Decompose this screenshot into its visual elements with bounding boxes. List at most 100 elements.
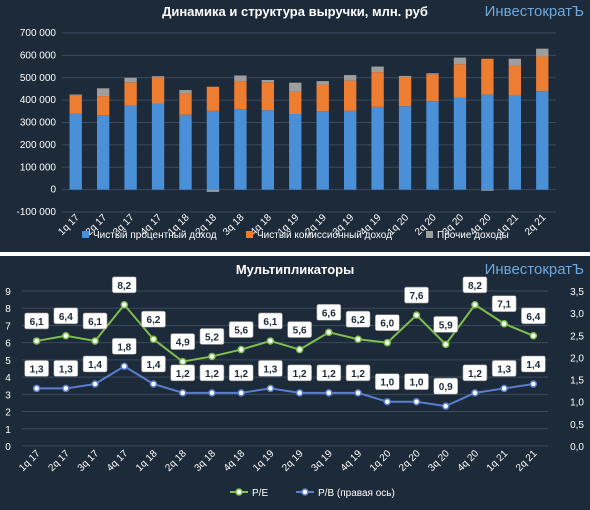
data-label: 6,2 <box>351 315 365 326</box>
data-label: 1,2 <box>205 369 219 380</box>
y-tick-label: 400 000 <box>20 95 57 106</box>
bar-segment <box>69 95 82 114</box>
data-label-box <box>228 321 254 338</box>
data-label-box <box>258 360 283 377</box>
data-label: 1,2 <box>176 369 190 380</box>
data-label: 1,2 <box>351 369 365 380</box>
y-left-tick-label: 2 <box>5 408 11 419</box>
data-label-box <box>316 304 342 321</box>
data-point <box>412 311 421 319</box>
revenue-chart: Динамика и структура выручки, млн. руб И… <box>17 3 585 241</box>
data-label: 1,2 <box>293 369 307 380</box>
data-point <box>529 380 538 388</box>
data-label-box <box>228 364 254 382</box>
data-point <box>91 380 99 388</box>
multiples-chart-title: Мультипликаторы <box>236 262 354 277</box>
bar-segment <box>261 82 275 111</box>
data-label-box <box>53 307 79 325</box>
bar-segment <box>234 109 247 190</box>
data-label-box <box>404 373 429 391</box>
y-left-tick-label: 9 <box>5 287 11 298</box>
brand-logo-bottom: ИнвестократЪ <box>485 261 585 278</box>
data-point <box>237 389 245 397</box>
data-point <box>441 402 450 410</box>
x-tick-label: 2q 19 <box>280 448 306 474</box>
data-label: 1,4 <box>526 360 540 371</box>
bar-segment <box>316 81 329 85</box>
bar-segment <box>508 58 522 66</box>
data-point <box>383 397 392 406</box>
data-label-box <box>199 364 225 382</box>
y-tick-label: 500 000 <box>20 73 57 84</box>
bar-segment <box>453 57 467 65</box>
data-label: 1,2 <box>468 369 482 380</box>
data-label-box <box>433 377 459 395</box>
data-label-box <box>433 316 459 333</box>
bar-segment <box>179 114 192 190</box>
series-line <box>36 303 534 363</box>
data-point <box>500 384 508 393</box>
data-label: 6,0 <box>380 319 394 330</box>
data-label-box <box>24 312 49 330</box>
data-label: 1,0 <box>380 378 394 389</box>
bar-segment <box>206 86 220 111</box>
bar-segment <box>151 76 165 78</box>
x-tick-label: 3q 18 <box>221 212 247 238</box>
y-left-tick-label: 6 <box>5 339 11 350</box>
data-point <box>471 301 479 309</box>
bar-segment <box>124 82 137 106</box>
bar-segment <box>371 66 384 73</box>
data-label: 0,9 <box>439 382 453 393</box>
bar-segment <box>206 189 220 192</box>
y-tick-label: 200 000 <box>20 140 57 151</box>
data-point <box>32 337 41 345</box>
bar-segment <box>261 79 275 83</box>
data-point <box>120 301 129 309</box>
data-label: 4,9 <box>176 338 190 349</box>
data-point <box>149 380 158 388</box>
bar-segment <box>481 58 494 95</box>
bar-segment <box>343 110 357 190</box>
data-point <box>208 352 216 361</box>
x-tick-label: 3q 18 <box>193 448 219 474</box>
y-tick-label: 600 000 <box>20 50 57 61</box>
y-tick-label: 100 000 <box>20 162 57 173</box>
bar-segment <box>151 77 165 104</box>
y-left-tick-label: 7 <box>5 321 11 332</box>
data-label-box <box>258 312 283 330</box>
data-label-box <box>287 364 312 382</box>
data-label-box <box>374 373 400 391</box>
y-right-tick-label: 3,0 <box>570 309 584 320</box>
data-label: 6,4 <box>526 312 540 323</box>
data-label-box <box>462 364 488 382</box>
bar-segment <box>234 75 247 82</box>
data-point <box>354 335 362 343</box>
bar-segment <box>508 95 522 190</box>
legend-label: P/B (правая ось) <box>318 488 395 499</box>
multiples-chart-panel: Мультипликаторы ИнвестократЪ 6,1 6,4 6,1 8,… <box>0 256 590 510</box>
legend-label: Прочие доходы <box>437 230 509 241</box>
data-label-box <box>345 364 371 382</box>
data-label: 6,1 <box>88 317 102 328</box>
legend-label: P/E <box>252 488 268 499</box>
bar-segment <box>234 81 247 110</box>
x-tick-label: 3q 17 <box>76 448 102 474</box>
bar-segment <box>69 113 82 190</box>
data-label-box <box>82 355 108 373</box>
multiples-chart: Мультипликаторы ИнвестократЪ 6,1 6,4 6,1 8,… <box>5 261 585 499</box>
data-label: 8,2 <box>468 281 482 292</box>
data-point <box>62 332 70 340</box>
data-label-box <box>287 321 312 338</box>
data-label-box <box>170 364 196 382</box>
data-label-box <box>521 355 546 373</box>
data-label: 1,2 <box>322 369 336 380</box>
bar-segment <box>536 48 549 57</box>
bar-segment <box>481 189 494 191</box>
data-point <box>441 340 450 349</box>
legend-swatch <box>82 231 89 238</box>
x-tick-label: 1q 21 <box>485 448 511 474</box>
data-label: 1,3 <box>497 364 511 375</box>
bar-segment <box>343 75 357 81</box>
bar-segment <box>289 91 302 114</box>
bar-segment <box>426 74 439 102</box>
